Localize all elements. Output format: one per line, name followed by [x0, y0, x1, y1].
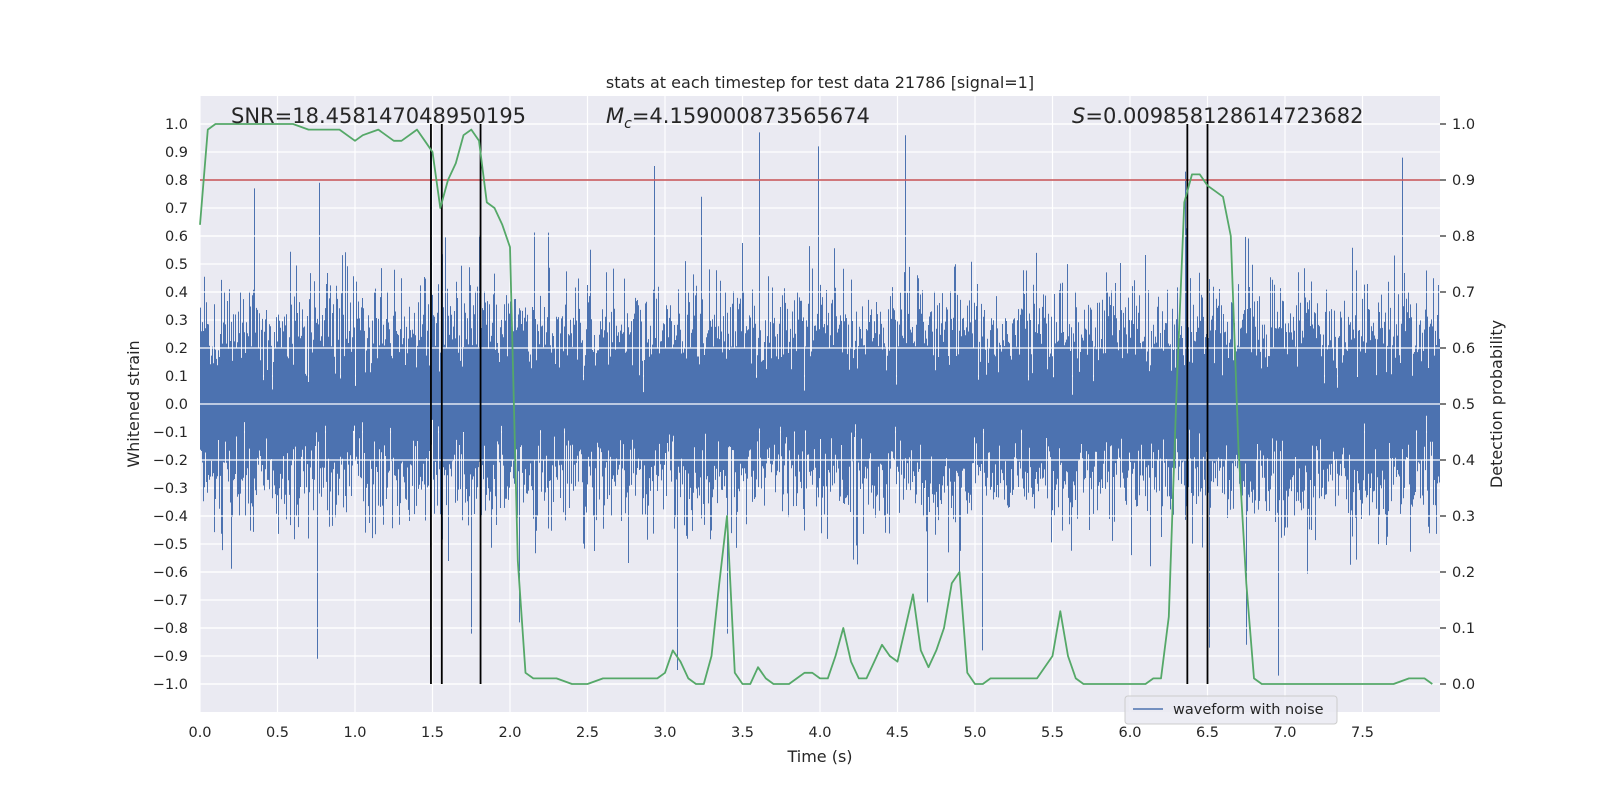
x-tick-label-0-0: 0.0 [188, 725, 211, 741]
x-tick-label-3-5: 3.5 [731, 725, 754, 741]
x-tick-label-2-5: 2.5 [576, 725, 599, 741]
detection-probability-line [199, 123, 1433, 685]
right-tick-label-0-5: 0.5 [1452, 397, 1475, 413]
x-axis-ticks: 0.0 0.5 1.0 1.5 2.0 2.5 3.0 3.5 4.0 4.5 5.0 5.5 6.0 6… [188, 725, 1374, 741]
right-y-axis-ticks: 0.0 0.1 0.2 0.3 0.4 0.5 0.6 0.7 0.8 0.9 1.0 [1440, 117, 1475, 693]
y-tick-label-neg0-1: −0.1 [153, 425, 188, 441]
x-tick-label-1-5: 1.5 [421, 725, 444, 741]
y-tick-label-neg1-0: −1.0 [153, 677, 188, 693]
right-tick-label-0-6: 0.6 [1452, 341, 1475, 357]
x-tick-label-0-5: 0.5 [266, 725, 289, 741]
y-tick-label-0-6: 0.6 [165, 229, 188, 245]
legend-box [1124, 695, 1338, 725]
right-tick-label-0-1: 0.1 [1452, 621, 1475, 637]
y-tick-label-0-2: 0.2 [165, 341, 188, 357]
right-tick-label-0-2: 0.2 [1452, 565, 1475, 581]
x-tick-label-7-0: 7.0 [1273, 725, 1296, 741]
y-tick-label-0-8: 0.8 [165, 173, 188, 189]
chart-title: stats at each timestep for test data 217… [606, 73, 1034, 92]
y-tick-label-0-1: 0.1 [165, 369, 188, 385]
right-tick-label-0-4: 0.4 [1452, 453, 1475, 469]
x-tick-label-1-0: 1.0 [343, 725, 366, 741]
x-tick-label-6-0: 6.0 [1118, 725, 1141, 741]
x-tick-label-7-5: 7.5 [1351, 725, 1374, 741]
y-tick-label-neg0-4: −0.4 [153, 509, 188, 525]
y-tick-label-neg0-5: −0.5 [153, 537, 188, 553]
s-value: =0.009858128614723682 [1085, 104, 1363, 128]
legend: waveform with noise [1124, 695, 1338, 725]
right-tick-label-0-8: 0.8 [1452, 229, 1475, 245]
x-axis-label: Time (s) [786, 747, 852, 766]
s-symbol: S [1072, 104, 1085, 128]
y-tick-label-0-0: 0.0 [165, 397, 188, 413]
x-tick-label-4-5: 4.5 [886, 725, 909, 741]
y-tick-label-neg0-8: −0.8 [153, 621, 188, 637]
chirp-mass-annotation: Mc=4.159000873565674 [606, 104, 870, 132]
y-tick-label-0-4: 0.4 [165, 285, 188, 301]
snr-annotation: SNR=18.458147048950195 [231, 104, 526, 128]
y-tick-label-neg0-3: −0.3 [153, 481, 188, 497]
x-tick-label-2-0: 2.0 [498, 725, 521, 741]
right-tick-label-0-3: 0.3 [1452, 509, 1475, 525]
y-tick-label-1-0: 1.0 [165, 117, 188, 133]
x-tick-label-3-0: 3.0 [653, 725, 676, 741]
x-tick-label-5-5: 5.5 [1041, 725, 1064, 741]
y-tick-label-0-5: 0.5 [165, 257, 188, 273]
s-annotation: S=0.009858128614723682 [1072, 104, 1363, 128]
waveform-with-noise-line [200, 132, 1440, 676]
legend-label-waveform: waveform with noise [1173, 702, 1324, 718]
chirp-mass-symbol: M [606, 104, 624, 128]
x-tick-label-5-0: 5.0 [963, 725, 986, 741]
y-tick-label-0-3: 0.3 [165, 313, 188, 329]
chirp-mass-subscript: c [624, 116, 632, 132]
x-tick-label-6-5: 6.5 [1196, 725, 1219, 741]
y-tick-label-neg0-9: −0.9 [153, 649, 188, 665]
right-tick-label-1-0: 1.0 [1452, 117, 1475, 133]
y-tick-label-neg0-6: −0.6 [153, 565, 188, 581]
left-y-axis-ticks: −1.0 −0.9 −0.8 −0.7 −0.6 −0.5 −0.4 −0.3 −0.2 −0.1… [153, 117, 188, 693]
right-tick-label-0-7: 0.7 [1452, 285, 1475, 301]
y-tick-label-0-7: 0.7 [165, 201, 188, 217]
x-tick-label-4-0: 4.0 [808, 725, 831, 741]
y-tick-label-neg0-7: −0.7 [153, 593, 188, 609]
chirp-mass-value: =4.159000873565674 [632, 104, 870, 128]
y-tick-label-neg0-2: −0.2 [153, 453, 188, 469]
event-marker-lines [430, 124, 1209, 684]
waveform-with-noise-series [200, 132, 1440, 676]
y-axis-label-right: Detection probability [1487, 320, 1506, 488]
y-tick-label-0-9: 0.9 [165, 145, 188, 161]
y-axis-label-left: Whitened strain [124, 340, 143, 467]
right-tick-label-0-0: 0.0 [1452, 677, 1475, 693]
right-tick-label-0-9: 0.9 [1452, 173, 1475, 189]
